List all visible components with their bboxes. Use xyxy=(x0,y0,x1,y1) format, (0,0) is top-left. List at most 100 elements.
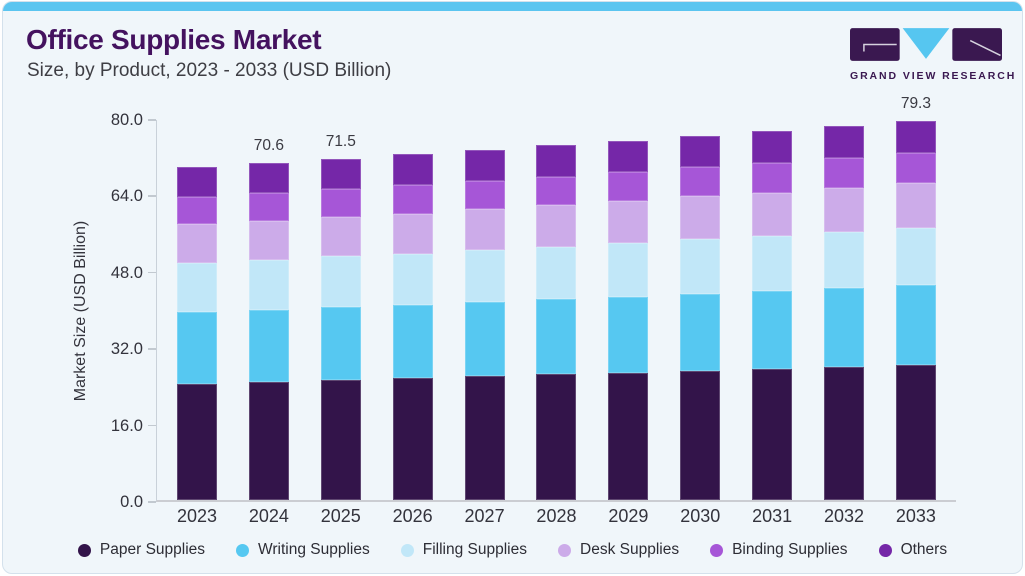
bar-segment-writing-supplies-2033 xyxy=(895,285,936,365)
brand-logo: GRAND VIEW RESEARCH xyxy=(850,28,1014,82)
x-axis-label-2029: 2029 xyxy=(608,506,649,526)
legend-label: Paper Supplies xyxy=(99,541,206,558)
plot-area: 2023 70.6 2024 71.5 2025 2026 2027 2028 2029 2030… xyxy=(156,95,956,526)
bar-segment-desk-supplies-2029 xyxy=(608,201,649,244)
bar-total-label-2025: 71.5 xyxy=(325,132,356,150)
bar-segment-writing-supplies-2031 xyxy=(752,291,793,369)
legend-label: Writing Supplies xyxy=(258,541,370,558)
page-subtitle: Size, by Product, 2023 - 2033 (USD Billi… xyxy=(27,60,392,81)
bar-segment-binding-supplies-2023 xyxy=(177,196,217,225)
bar-segment-desk-supplies-2030 xyxy=(680,196,721,240)
bar-total-label-2024: 70.6 xyxy=(253,136,284,154)
bar-segment-binding-supplies-2031 xyxy=(752,163,793,194)
page-title: Office Supplies Market xyxy=(26,24,322,55)
legend-item-paper-supplies: Paper Supplies xyxy=(77,541,206,559)
bar-segment-writing-supplies-2024 xyxy=(248,309,289,382)
y-axis-tick-label-80.0: 80.0 xyxy=(110,111,143,129)
y-axis-tick-label-64.0: 64.0 xyxy=(110,187,143,206)
legend-item-desk-supplies: Desk Supplies xyxy=(558,541,679,559)
legend-dot-icon xyxy=(710,543,724,557)
bar-segment-writing-supplies-2029 xyxy=(608,296,649,373)
bar-segment-others-2029 xyxy=(608,140,649,172)
accent-strip xyxy=(3,2,1022,11)
bar-segment-binding-supplies-2030 xyxy=(680,167,721,197)
x-axis-label-2030: 2030 xyxy=(680,506,721,526)
bar-segment-writing-supplies-2025 xyxy=(320,307,361,380)
x-axis-label-2027: 2027 xyxy=(464,506,505,526)
bar-segment-filling-supplies-2031 xyxy=(752,236,793,292)
bar-segment-binding-supplies-2027 xyxy=(464,180,505,210)
bar-segment-paper-supplies-2032 xyxy=(824,366,865,500)
legend-item-binding-supplies: Binding Supplies xyxy=(710,541,848,559)
bar-segment-desk-supplies-2032 xyxy=(824,187,865,233)
bar-segment-others-2028 xyxy=(536,145,577,177)
x-axis-label-2024: 2024 xyxy=(248,506,289,526)
bar-segment-filling-supplies-2032 xyxy=(824,232,865,288)
y-axis-tick-label-48.0: 48.0 xyxy=(110,263,143,282)
bar-segment-binding-supplies-2029 xyxy=(608,172,649,202)
bar-segment-paper-supplies-2027 xyxy=(464,376,505,500)
bar-segment-writing-supplies-2028 xyxy=(536,299,577,375)
legend-dot-icon xyxy=(77,543,91,557)
bar-segment-filling-supplies-2024 xyxy=(248,259,289,310)
bar-2025: 71.5 2025 xyxy=(320,133,361,526)
bar-segment-filling-supplies-2028 xyxy=(536,246,577,300)
bar-segment-paper-supplies-2026 xyxy=(392,378,433,500)
x-axis-label-2028: 2028 xyxy=(536,506,577,526)
bar-segment-desk-supplies-2024 xyxy=(248,220,289,260)
bar-segment-desk-supplies-2028 xyxy=(536,205,577,247)
bar-segment-others-2030 xyxy=(680,135,721,168)
bar-segment-paper-supplies-2033 xyxy=(895,364,936,500)
bar-segment-binding-supplies-2025 xyxy=(320,189,361,217)
bar-segment-paper-supplies-2025 xyxy=(320,379,361,500)
bar-segment-writing-supplies-2027 xyxy=(464,302,505,377)
bar-segment-writing-supplies-2023 xyxy=(177,311,217,384)
bar-2033: 79.3 2033 xyxy=(895,95,936,526)
bar-segment-others-2027 xyxy=(464,149,505,181)
bar-segment-desk-supplies-2025 xyxy=(320,216,361,257)
x-axis-label-2033: 2033 xyxy=(895,506,936,526)
legend-dot-icon xyxy=(400,543,414,557)
bar-segment-filling-supplies-2026 xyxy=(392,253,433,305)
legend-item-filling-supplies: Filling Supplies xyxy=(400,541,527,559)
legend-label: Desk Supplies xyxy=(580,541,680,558)
bar-2029: 2029 xyxy=(608,140,649,526)
y-axis-tick-mark xyxy=(148,195,156,197)
bar-segment-binding-supplies-2032 xyxy=(824,158,865,188)
y-axis-tick-mark xyxy=(148,348,156,350)
bar-segment-filling-supplies-2029 xyxy=(608,243,649,297)
legend-item-others: Others xyxy=(878,541,947,559)
bar-segment-binding-supplies-2028 xyxy=(536,176,577,206)
bar-segment-filling-supplies-2023 xyxy=(177,262,217,312)
bar-segment-desk-supplies-2023 xyxy=(177,224,217,263)
bar-segment-writing-supplies-2026 xyxy=(392,304,433,379)
legend-dot-icon xyxy=(558,543,571,557)
x-axis-label-2026: 2026 xyxy=(392,506,433,526)
bar-segment-filling-supplies-2025 xyxy=(320,256,361,308)
y-axis-tick-mark xyxy=(148,119,156,121)
chart-region: Market Size (USD Billion) 2023 70.6 2024 71… xyxy=(3,2,1022,573)
bar-segment-paper-supplies-2029 xyxy=(608,372,649,500)
bar-segment-others-2024 xyxy=(248,162,289,193)
bar-segment-others-2032 xyxy=(824,126,865,159)
bar-total-label-2033: 79.3 xyxy=(900,95,931,113)
legend-dot-icon xyxy=(878,543,892,557)
y-axis-title: Market Size (USD Billion) xyxy=(72,220,89,402)
bar-segment-others-2026 xyxy=(392,154,433,186)
bar-2026: 2026 xyxy=(392,154,433,526)
y-axis-tick-label-32.0: 32.0 xyxy=(110,340,143,359)
bar-segment-others-2031 xyxy=(752,131,793,164)
bar-2030: 2030 xyxy=(680,135,721,526)
bar-segment-writing-supplies-2030 xyxy=(680,293,721,371)
bar-2032: 2032 xyxy=(824,126,865,526)
x-axis-label-2031: 2031 xyxy=(752,506,793,526)
bar-segment-desk-supplies-2027 xyxy=(464,209,505,251)
bar-segment-binding-supplies-2026 xyxy=(392,185,433,214)
bar-segment-others-2023 xyxy=(177,166,217,197)
x-axis-label-2025: 2025 xyxy=(320,506,361,526)
gvr-logo-icon xyxy=(850,28,1002,61)
y-axis-tick-label-16.0: 16.0 xyxy=(110,416,143,435)
bar-segment-filling-supplies-2033 xyxy=(895,227,936,286)
bar-segment-paper-supplies-2028 xyxy=(536,374,577,500)
